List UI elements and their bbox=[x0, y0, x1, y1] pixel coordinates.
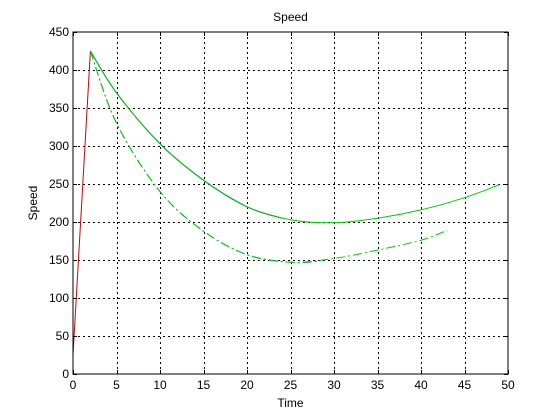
x-axis-label: Time bbox=[277, 396, 304, 410]
x-tick-label: 0 bbox=[70, 378, 77, 392]
y-tick-label: 150 bbox=[49, 253, 69, 267]
y-tick-label: 50 bbox=[56, 329, 70, 343]
y-tick-label: 250 bbox=[49, 177, 69, 191]
y-tick-label: 200 bbox=[49, 215, 69, 229]
x-tick-label: 45 bbox=[458, 378, 472, 392]
y-tick-label: 100 bbox=[49, 291, 69, 305]
x-tick-label: 5 bbox=[113, 378, 120, 392]
x-tick-label: 50 bbox=[501, 378, 515, 392]
series-line-1 bbox=[72, 50, 91, 356]
y-tick-label: 300 bbox=[49, 139, 69, 153]
y-tick-label: 450 bbox=[49, 25, 69, 39]
data-series bbox=[72, 50, 500, 356]
x-tick-label: 40 bbox=[414, 378, 428, 392]
axis-ticks bbox=[73, 32, 509, 375]
x-tick-label: 20 bbox=[240, 378, 254, 392]
y-axis-tick-labels: 0 50 100 150 200 250 300 350 400 450 bbox=[49, 25, 69, 381]
y-tick-label: 0 bbox=[62, 367, 69, 381]
chart-title: Speed bbox=[273, 10, 308, 24]
x-tick-label: 10 bbox=[153, 378, 167, 392]
plot-frame bbox=[72, 31, 509, 375]
y-tick-label: 400 bbox=[49, 63, 69, 77]
series-line-5 bbox=[89, 50, 448, 263]
plot-area bbox=[73, 32, 508, 374]
x-axis-tick-labels: 0 5 10 15 20 25 30 35 40 45 50 bbox=[70, 378, 515, 392]
x-tick-label: 30 bbox=[327, 378, 341, 392]
series-line-3 bbox=[89, 50, 500, 224]
y-tick-label: 350 bbox=[49, 101, 69, 115]
y-axis-label: Speed bbox=[26, 186, 40, 221]
x-tick-label: 35 bbox=[371, 378, 385, 392]
grid-lines bbox=[73, 32, 508, 374]
x-tick-label: 25 bbox=[284, 378, 298, 392]
x-tick-label: 15 bbox=[197, 378, 211, 392]
